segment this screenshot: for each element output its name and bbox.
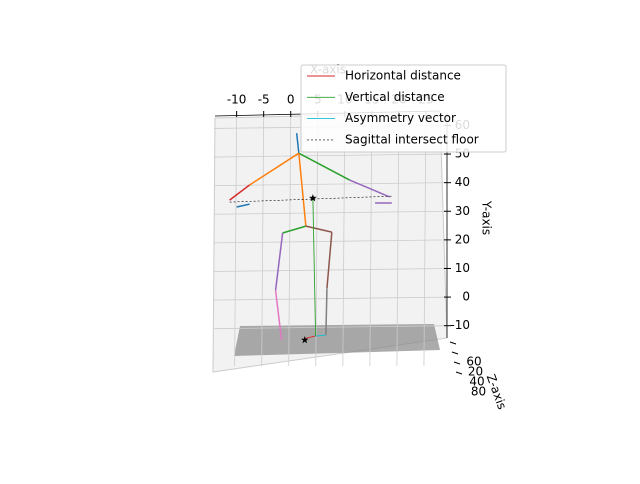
grid-line	[213, 210, 448, 215]
grid-line	[213, 182, 448, 187]
distance-line	[304, 335, 316, 340]
skeleton-segment	[274, 232, 284, 291]
skeleton-segment	[236, 203, 250, 208]
x-tick-label: -10	[227, 93, 247, 107]
y-axis-label: Y-axis	[480, 200, 494, 235]
star-point	[309, 194, 317, 202]
grid-line	[213, 296, 448, 301]
skeleton-segment	[298, 153, 307, 227]
legend-label: Vertical distance	[345, 90, 445, 104]
distance-line	[312, 198, 317, 337]
grid-line	[288, 115, 292, 367]
z-tick	[455, 371, 463, 375]
grid-line	[396, 115, 400, 367]
skeleton-segment	[325, 288, 328, 336]
z-tick	[451, 351, 459, 355]
grid-line	[234, 115, 238, 367]
z-tick-label: 80	[471, 385, 486, 399]
grid-line	[261, 115, 265, 367]
legend-label: Sagittal intersect floor	[345, 132, 479, 146]
grid-line	[213, 268, 448, 272]
star-point	[300, 336, 309, 344]
floor	[234, 324, 440, 356]
skeleton-segment	[282, 225, 307, 234]
grid-line	[423, 115, 427, 367]
x-tick-label: -5	[258, 93, 270, 107]
grid-line	[213, 153, 448, 158]
y-tick-label: 0	[462, 290, 470, 304]
legend-label: Asymmetry vector	[345, 111, 456, 125]
skeleton-segment	[229, 184, 251, 201]
y-tick-label: 20	[455, 232, 470, 246]
skeleton-segment	[298, 152, 351, 181]
y-tick-label: -10	[450, 318, 470, 332]
y-tick-label: 30	[455, 204, 470, 218]
skeleton-segment	[326, 232, 333, 289]
z-tick	[453, 361, 461, 365]
grid-line	[315, 115, 319, 367]
legend-box	[300, 64, 507, 153]
skeleton-segment	[295, 133, 300, 154]
z-axis-label: Z-axis	[484, 372, 510, 411]
z-tick-label: 40	[469, 375, 484, 389]
x-tick-label: 0	[287, 93, 295, 107]
skeleton-segment	[274, 290, 283, 341]
z-tick-label: 20	[468, 365, 483, 379]
y-tick-label: 10	[455, 261, 470, 275]
z-tick	[449, 341, 457, 345]
grid-line	[213, 325, 448, 330]
legend-label: Horizontal distance	[345, 69, 461, 83]
z-tick-label: 60	[466, 355, 481, 369]
skeleton-segment	[349, 179, 390, 198]
skeleton-segment	[305, 225, 332, 233]
distance-line	[315, 334, 326, 337]
y-tick-label: 40	[455, 175, 470, 189]
skeleton-segment	[249, 152, 300, 186]
